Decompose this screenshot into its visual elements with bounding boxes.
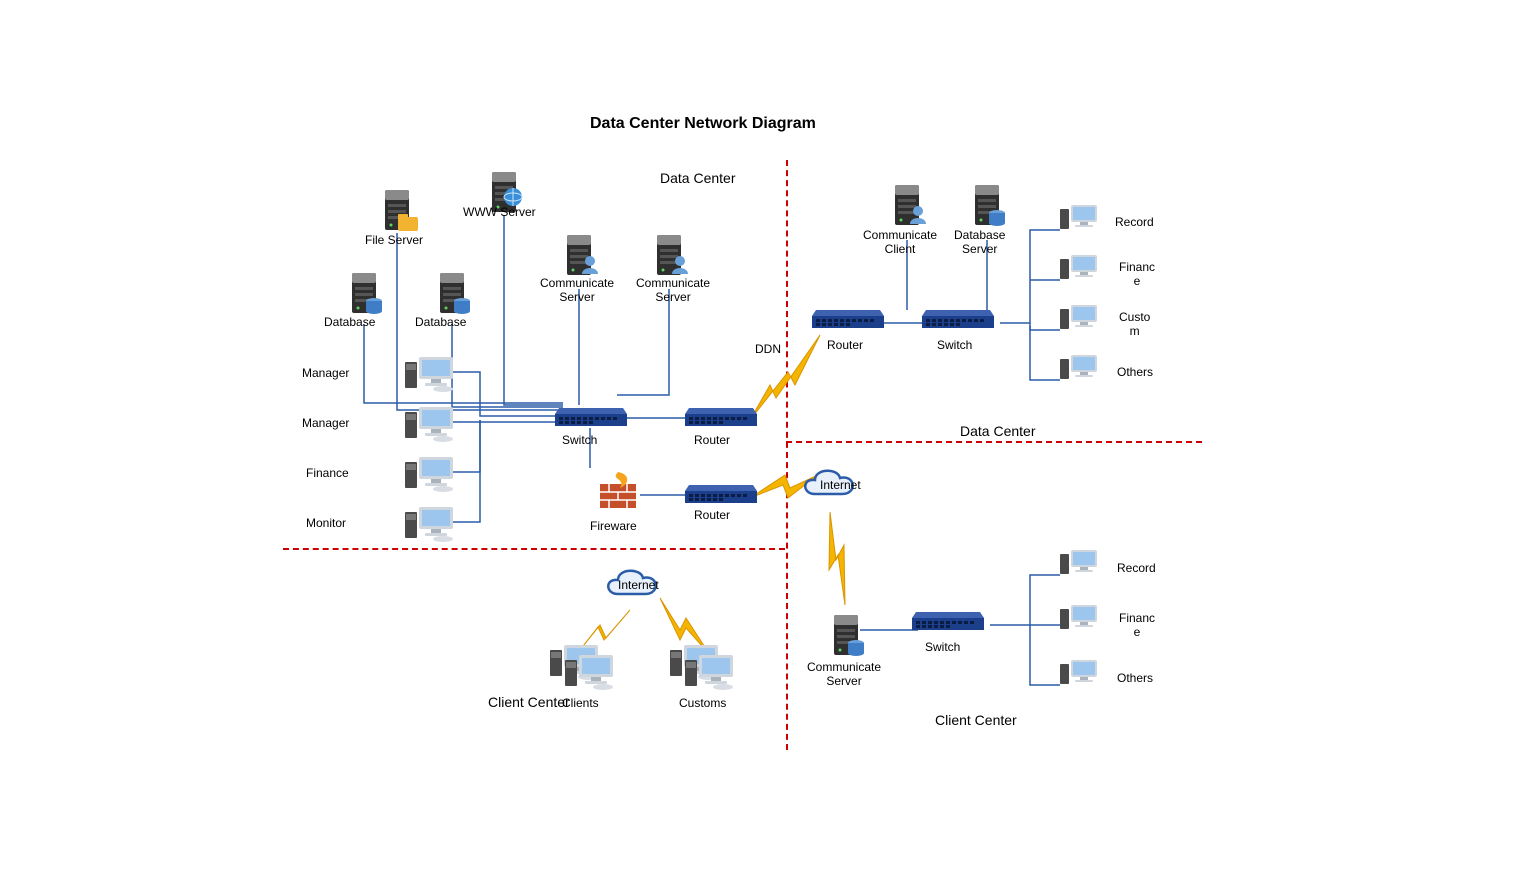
lbl-fin3: Financ e (1119, 611, 1155, 640)
lbl-router2: Router (694, 508, 730, 522)
lbl-db1: Database (324, 315, 375, 329)
lbl-cloud1: Internet (820, 478, 861, 492)
lbl-mgr2: Manager (302, 416, 349, 430)
lbl-file-server: File Server (365, 233, 423, 247)
lbl-rec1: Record (1115, 215, 1154, 229)
lbl-www-server: WWW Server (463, 205, 536, 219)
lbl-router1: Router (694, 433, 730, 447)
lbl-rec2: Record (1117, 561, 1156, 575)
lbl-comm-server-3: Communicate Server (807, 660, 881, 689)
lbl-customs: Customs (679, 696, 726, 710)
lbl-db2: Database (415, 315, 466, 329)
lbl-fin2: Financ e (1119, 260, 1155, 289)
lbl-router3: Router (827, 338, 863, 352)
divider-h2 (786, 441, 1202, 443)
lbl-fin1: Finance (306, 466, 349, 480)
lbl-oth1: Others (1117, 365, 1153, 379)
lbl-switch1: Switch (562, 433, 597, 447)
section-client-center-1: Client Center (488, 694, 570, 710)
diagram-title: Data Center Network Diagram (590, 115, 816, 133)
lightning-links (572, 335, 845, 660)
section-data-center-1: Data Center (660, 170, 735, 186)
lbl-comm-server-1: Communicate Server (540, 276, 614, 305)
lbl-mgr1: Manager (302, 366, 349, 380)
section-data-center-2: Data Center (960, 423, 1035, 439)
lbl-ddn: DDN (755, 342, 781, 356)
lbl-comm-client: Communicate Client (863, 228, 937, 257)
edges-group (364, 215, 1060, 685)
lbl-db-server3: Database Server (954, 228, 1005, 257)
lbl-clients: Clients (562, 696, 599, 710)
divider-v1 (786, 160, 788, 750)
section-client-center-2: Client Center (935, 712, 1017, 728)
lbl-switch2: Switch (937, 338, 972, 352)
lbl-oth2: Others (1117, 671, 1153, 685)
divider-h1 (283, 548, 785, 550)
lbl-mon1: Monitor (306, 516, 346, 530)
lbl-cloud2: Internet (618, 578, 659, 592)
lbl-cus1: Custo m (1119, 310, 1150, 339)
lbl-comm-server-2: Communicate Server (636, 276, 710, 305)
diagram-canvas: Data Center Network Diagram Data Center … (0, 0, 1516, 872)
lbl-switch3: Switch (925, 640, 960, 654)
lbl-firewall: Fireware (590, 519, 637, 533)
